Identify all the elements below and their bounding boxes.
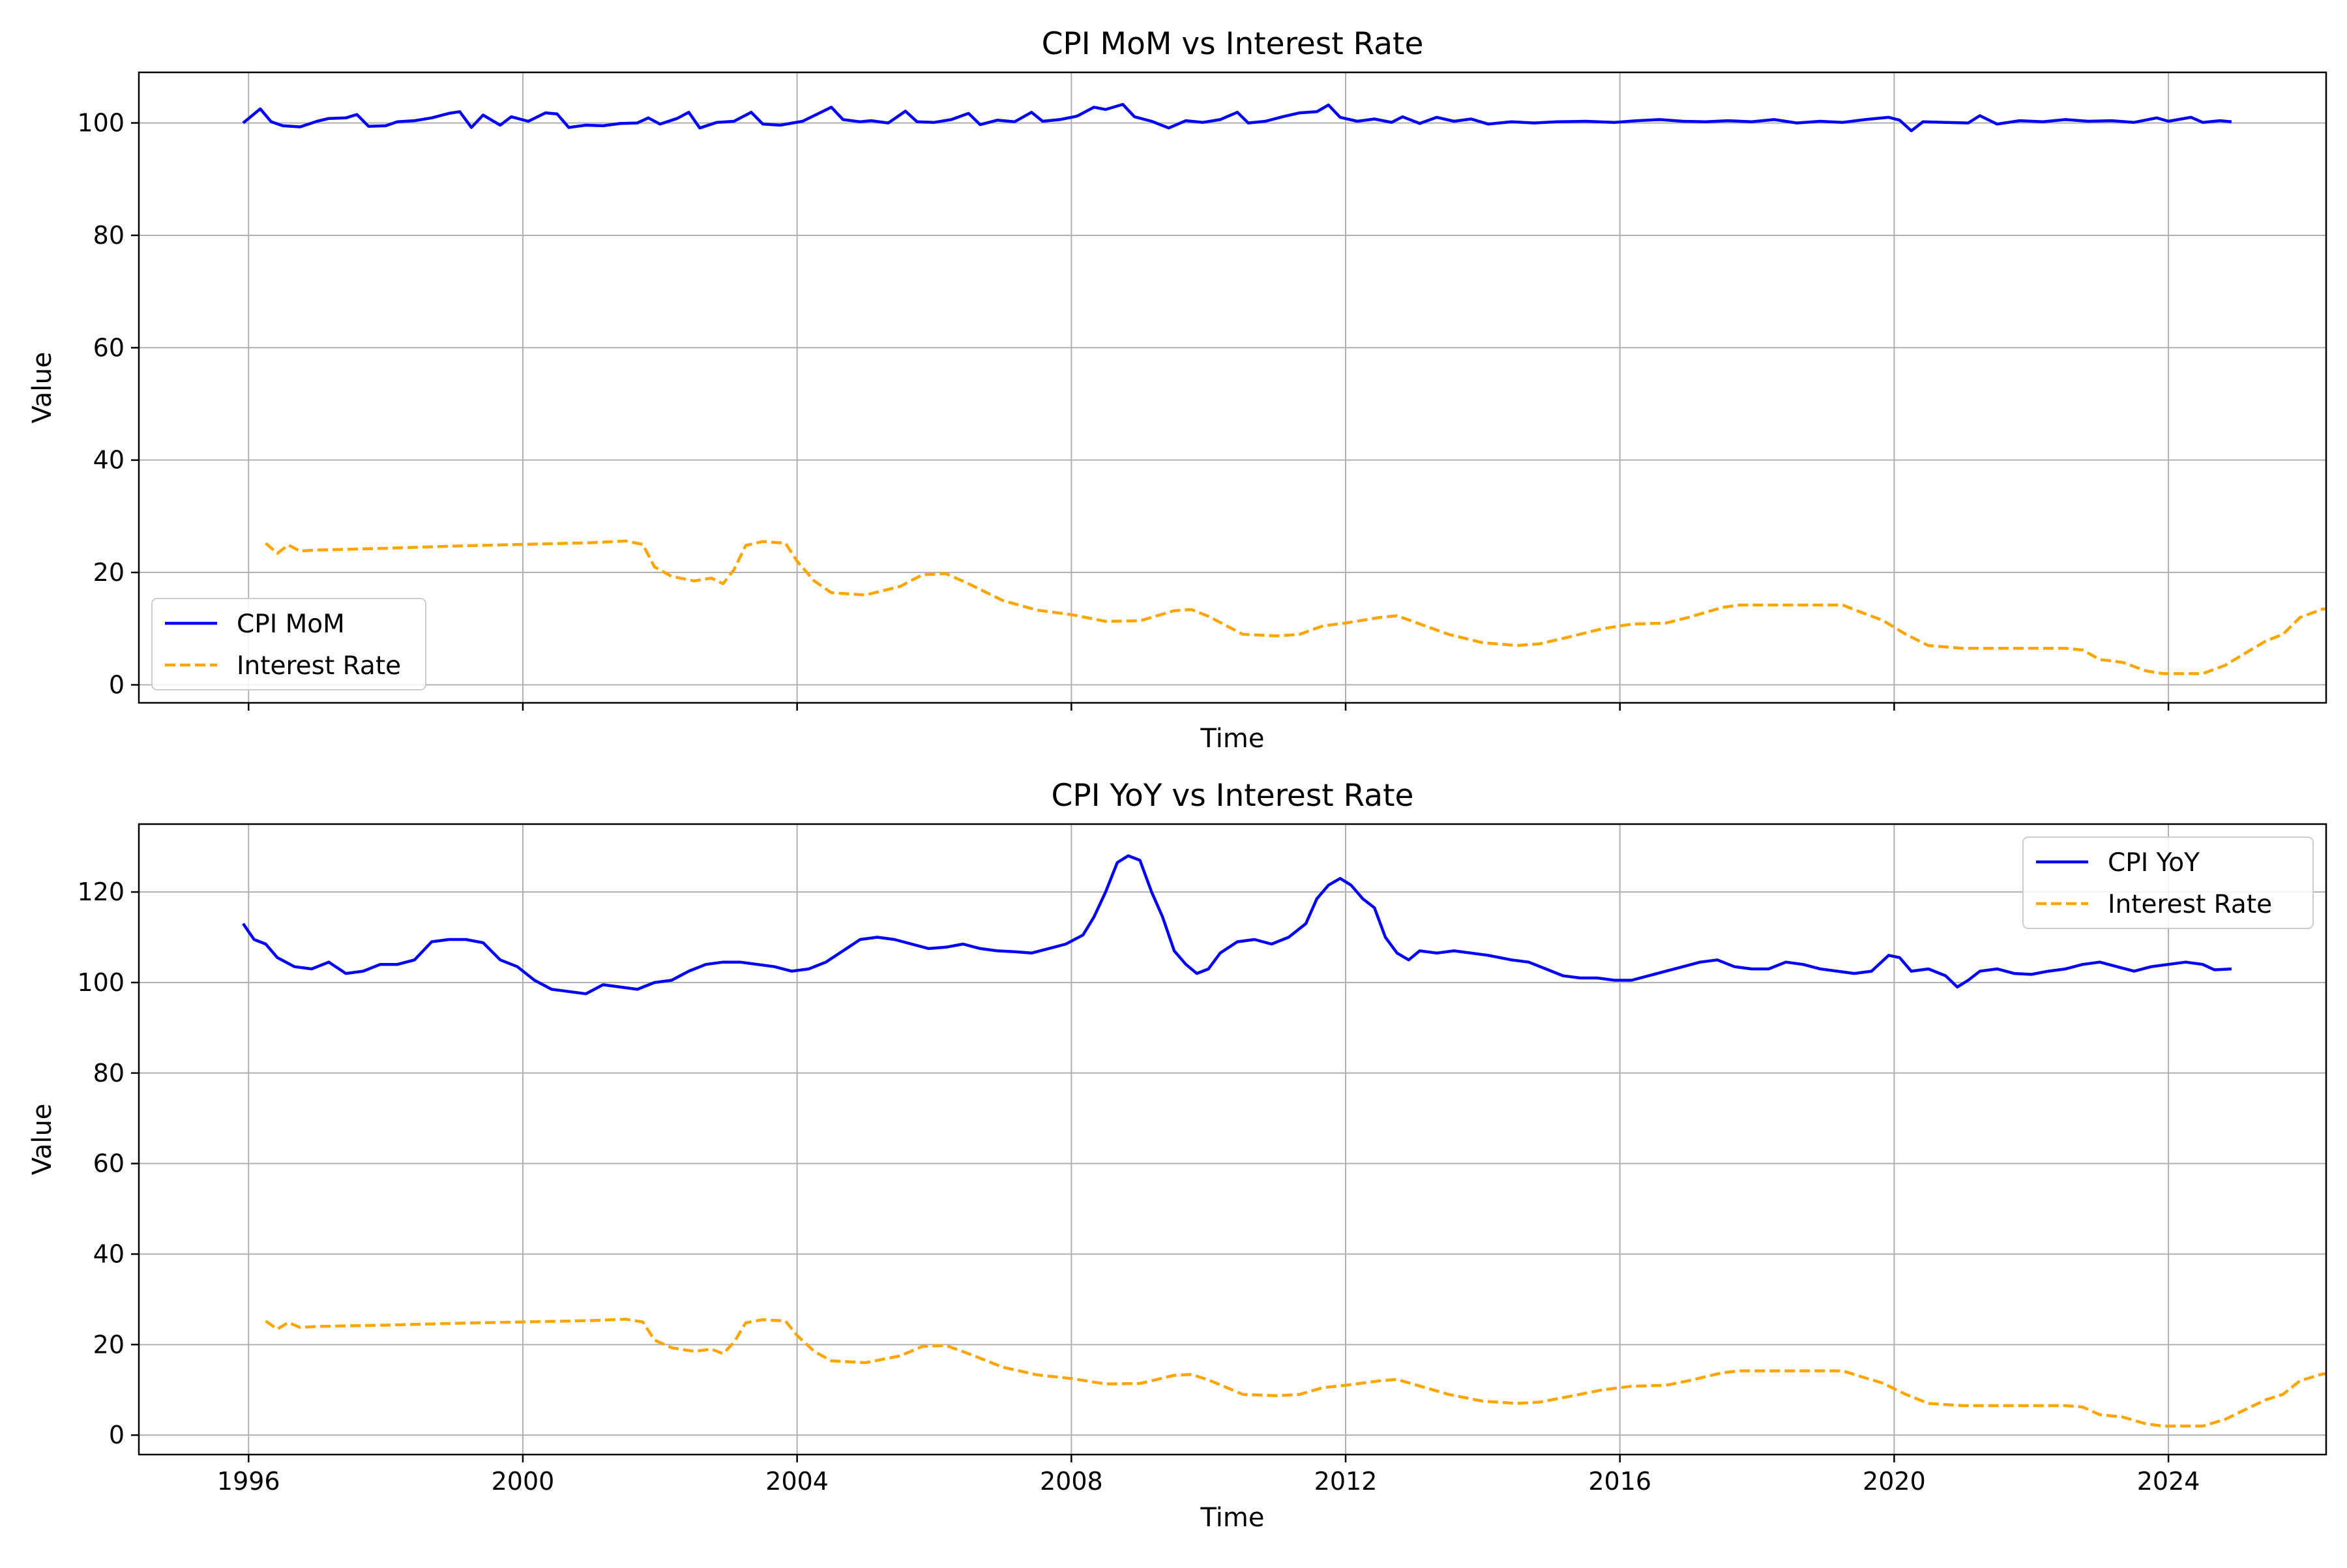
- y-tick-label: 20: [93, 1330, 125, 1359]
- y-tick-label: 120: [77, 878, 125, 906]
- legend: CPI YoY Interest Rate: [2022, 836, 2314, 929]
- chart-title: CPI MoM vs Interest Rate: [1042, 26, 1424, 62]
- cpi-line: [242, 102, 2232, 132]
- y-tick-label: 100: [77, 109, 125, 138]
- x-tick-label: 2012: [1314, 1467, 1378, 1496]
- y-tick-label: 40: [93, 446, 125, 475]
- interest-rate-line: [265, 1318, 2326, 1428]
- y-axis-label: Value: [27, 352, 57, 424]
- x-tick-label: 2000: [492, 1467, 555, 1496]
- legend: CPI MoM Interest Rate: [151, 598, 426, 690]
- axes-frame: [138, 71, 2327, 704]
- legend-label: Interest Rate: [237, 651, 401, 681]
- x-axis-label: Time: [1200, 1503, 1265, 1533]
- x-tick-label: 2004: [765, 1467, 829, 1496]
- panel-1: 0 20 40 60 80 100 CPI MoM vs Interest Rate Time…: [27, 26, 2327, 754]
- x-tick-label: 2024: [2137, 1467, 2200, 1496]
- x-axis-label: Time: [1200, 724, 1265, 754]
- legend-label: CPI MoM: [237, 610, 345, 639]
- y-tick-label: 60: [93, 1149, 125, 1178]
- y-tick-label: 0: [109, 1421, 125, 1449]
- y-tick-label: 80: [93, 221, 125, 250]
- x-tick-label: 2008: [1040, 1467, 1103, 1496]
- legend-box: [151, 598, 426, 690]
- panel-2: 1996 2000 2004 2008 2012 2016 2020 2024 0 20 40 60 8…: [27, 778, 2327, 1533]
- y-tick-label: 0: [109, 670, 125, 699]
- x-tick-label: 2016: [1588, 1467, 1651, 1496]
- y-tick-label: 100: [77, 968, 125, 997]
- legend-box: [2022, 836, 2314, 929]
- y-tick-label: 40: [93, 1239, 125, 1268]
- interest-rate-line: [265, 539, 2326, 675]
- x-tick-label: 2020: [1863, 1467, 1926, 1496]
- chart-title: CPI YoY vs Interest Rate: [1052, 778, 1414, 814]
- y-tick-label: 60: [93, 333, 125, 362]
- cpi-line: [242, 854, 2232, 996]
- y-axis-label: Value: [27, 1104, 57, 1176]
- y-tick-label: 20: [93, 558, 125, 587]
- x-tick-label: 1996: [217, 1467, 280, 1496]
- axes-frame: [138, 823, 2327, 1456]
- y-tick-label: 80: [93, 1059, 125, 1087]
- legend-label: Interest Rate: [2108, 890, 2272, 919]
- legend-label: CPI YoY: [2108, 848, 2200, 878]
